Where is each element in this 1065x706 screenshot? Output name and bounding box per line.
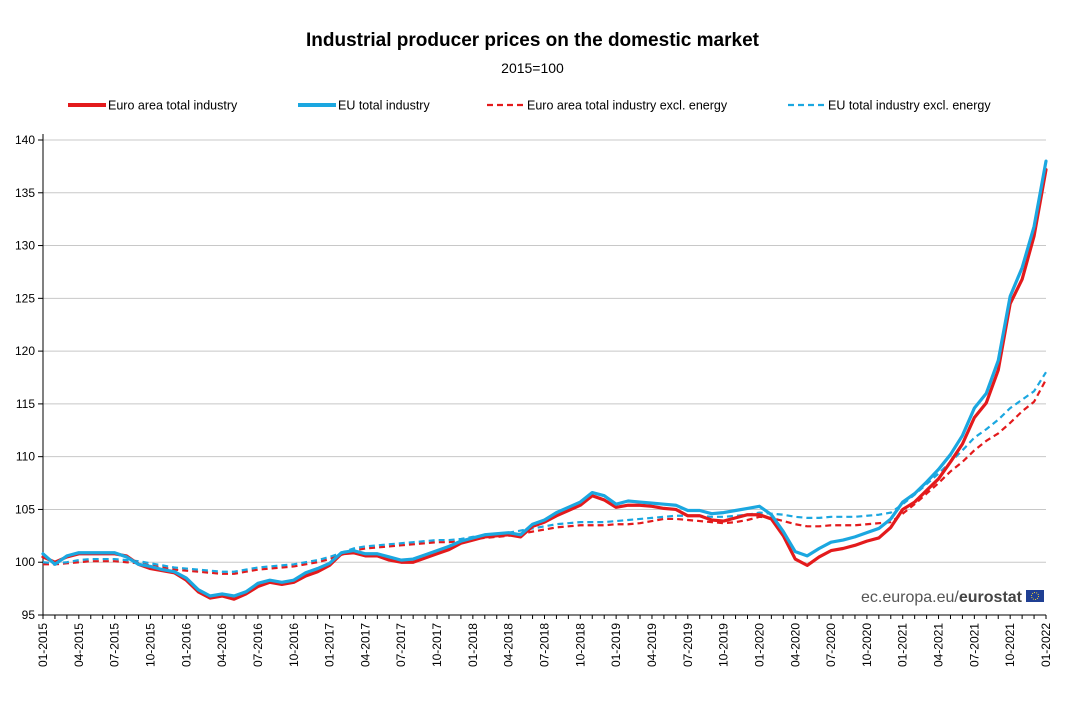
x-tick-label: 04-2018: [502, 623, 516, 667]
y-tick-label: 95: [22, 608, 36, 622]
x-tick-label: 01-2018: [466, 623, 480, 667]
y-tick-label: 105: [15, 502, 35, 516]
x-tick-label: 10-2015: [143, 623, 157, 667]
legend-label-0: Euro area total industry: [108, 99, 238, 113]
chart-subtitle: 2015=100: [501, 60, 564, 76]
y-tick-label: 135: [15, 186, 35, 200]
watermark-brand: eurostat: [959, 589, 1023, 606]
gridlines: [43, 139, 1046, 563]
x-tick-label: 04-2020: [788, 623, 802, 667]
svg-text:ec.europa.eu/eurostat: ec.europa.eu/eurostat: [861, 589, 1023, 606]
x-axis-ticks: 01-2015 04-2015 07-2015 10-2015 01-2016 04-20…: [36, 615, 1053, 667]
x-tick-label: 07-2018: [538, 623, 552, 667]
x-tick-label: 01-2015: [36, 623, 50, 667]
series-line-2: [43, 379, 1047, 575]
x-tick-label: 01-2017: [323, 623, 337, 667]
chart-title: Industrial producer prices on the domest…: [306, 30, 759, 51]
x-tick-label: 01-2016: [179, 623, 193, 667]
x-tick-label: 10-2017: [430, 623, 444, 667]
x-tick-label: 01-2022: [1039, 623, 1053, 667]
eu-flag-icon: [1026, 590, 1044, 602]
x-tick-label: 04-2016: [215, 623, 229, 667]
y-tick-label: 120: [15, 344, 35, 358]
x-tick-label: 07-2020: [824, 623, 838, 667]
x-tick-label: 10-2020: [860, 623, 874, 667]
y-tick-label: 130: [15, 239, 35, 253]
x-tick-label: 01-2020: [752, 623, 766, 667]
y-tick-label: 115: [16, 397, 35, 411]
x-tick-label: 04-2019: [645, 623, 659, 667]
x-tick-label: 07-2017: [394, 623, 408, 667]
x-tick-label: 04-2017: [358, 623, 372, 667]
x-tick-label: 07-2015: [108, 623, 122, 667]
eurostat-watermark: ec.europa.eu/eurostat: [861, 589, 1044, 606]
legend-label-1: EU total industry: [338, 99, 430, 113]
x-tick-label: 07-2021: [967, 623, 981, 667]
legend-label-2: Euro area total industry excl. energy: [527, 99, 728, 113]
series-lines: [41, 159, 1048, 601]
y-tick-label: 125: [15, 291, 35, 305]
x-tick-label: 10-2016: [287, 623, 301, 667]
x-tick-label: 10-2018: [573, 623, 587, 667]
series-line-1: [41, 159, 1048, 598]
y-tick-label: 100: [15, 555, 35, 569]
axes: [42, 134, 1046, 616]
y-axis-ticks: 95 100 105 110 115 120 125 130 135 140: [15, 133, 43, 622]
x-tick-label: 04-2021: [932, 623, 946, 667]
y-tick-label: 110: [16, 450, 35, 464]
watermark-domain: ec.europa.eu/: [861, 589, 959, 606]
x-tick-label: 07-2019: [681, 623, 695, 667]
x-tick-label: 01-2019: [609, 623, 623, 667]
legend-label-3: EU total industry excl. energy: [828, 99, 991, 113]
x-tick-label: 04-2015: [72, 623, 86, 667]
y-tick-label: 140: [15, 133, 35, 147]
x-tick-label: 01-2021: [896, 623, 910, 667]
x-tick-label: 10-2021: [1003, 623, 1017, 667]
series-line-0: [41, 167, 1048, 601]
chart-legend: Euro area total industry EU total industr…: [68, 99, 991, 113]
x-tick-label: 07-2016: [251, 623, 265, 667]
x-tick-label: 10-2019: [717, 623, 731, 667]
series-line-3: [42, 371, 1047, 573]
